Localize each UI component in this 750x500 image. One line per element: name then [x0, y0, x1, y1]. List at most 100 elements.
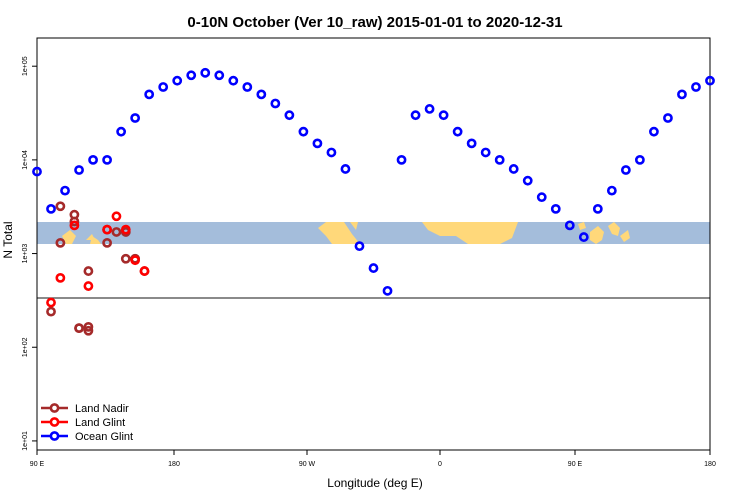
ocean-glint-point-15: [228, 75, 239, 86]
ocean-glint-point-31: [452, 126, 463, 137]
ocean-glint-point-11: [172, 75, 183, 86]
ocean-glint-point-12: [186, 70, 197, 81]
ocean-glint-point-25: [368, 263, 379, 273]
x-axis-label: Longitude (deg E): [327, 476, 422, 490]
y-tick-label-4: 1e+04: [22, 150, 29, 170]
land-shape-10: [578, 222, 586, 230]
ocean-glint-point-34: [494, 154, 505, 165]
ocean-glint-point-24: [354, 241, 365, 252]
ocean-glint-point-38: [550, 203, 561, 214]
land-nadir-point-3: [83, 266, 94, 276]
land-glint-point-6: [111, 211, 122, 222]
land-shape-8: [608, 222, 620, 236]
ocean-glint-point-37: [536, 192, 547, 203]
y-tick-label-3: 1e+03: [22, 244, 29, 264]
ocean-glint-point-6: [102, 154, 113, 165]
ocean-glint-point-47: [677, 89, 687, 100]
x-tick-label-1: 90 E: [30, 461, 45, 468]
ocean-glint-point-8: [130, 113, 141, 123]
ocean-glint-point-4: [74, 165, 84, 175]
land-nadir-point-2: [55, 237, 66, 248]
land-shape-4: [318, 222, 360, 244]
ocean-glint-point-2: [46, 203, 56, 214]
legend-label-ocean-glint: Ocean Glint: [75, 431, 133, 443]
land-nadir-point-11: [83, 321, 94, 332]
ocean-glint-point-3: [60, 185, 70, 196]
plot-frame: [36, 37, 711, 451]
ocean-glint-point-46: [663, 113, 673, 123]
land-nadir-point-1: [46, 306, 56, 317]
ocean-glint-point-21: [312, 138, 323, 149]
land-nadir-point-13: [83, 325, 94, 336]
ocean-glint-point-9: [144, 89, 155, 100]
ocean-glint-point-10: [158, 82, 169, 92]
land-nadir-point-6: [69, 209, 80, 220]
land-glint-point-4: [69, 220, 80, 231]
ocean-glint-point-17: [256, 89, 267, 100]
x-tick-label-2: 180: [168, 461, 180, 468]
ocean-glint-point-26: [382, 285, 393, 296]
ocean-glint-point-35: [508, 164, 519, 174]
land-shape-6: [422, 222, 518, 244]
chart-plot-area: 90 E 180 90 W 0 90 E 180 1e+01 1e+02 1e+03 1e+04 1…: [22, 37, 716, 468]
ocean-glint-point-32: [466, 138, 477, 149]
ocean-glint-point-29: [424, 104, 435, 114]
land-nadir-point-12: [74, 323, 84, 334]
y-tick-label-2: 1e+02: [22, 337, 29, 357]
legend-label-land-glint: Land Glint: [75, 417, 125, 429]
legend-marker-land-nadir: [49, 403, 60, 413]
ocean-glint-point-28: [410, 110, 421, 121]
x-tick-label-5: 90 E: [568, 461, 583, 468]
land-nadir-point-5: [55, 201, 66, 212]
ocean-glint-point-16: [242, 82, 253, 92]
y-axis-label: N Total: [1, 221, 15, 258]
ocean-glint-point-5: [88, 154, 98, 165]
x-tick-label-4: 0: [438, 461, 442, 468]
ocean-glint-point-41: [592, 203, 603, 214]
ocean-glint-point-48: [691, 82, 701, 92]
ocean-glint-point-30: [438, 110, 449, 121]
land-glint-point-2: [83, 281, 94, 291]
ocean-glint-point-13: [200, 67, 211, 78]
land-nadir-point-14: [102, 237, 113, 248]
ocean-glint-point-7: [116, 126, 127, 137]
legend-label-land-nadir: Land Nadir: [75, 403, 129, 415]
legend-marker-land-glint: [49, 417, 60, 427]
ocean-glint-point-22: [326, 147, 337, 158]
ocean-glint-point-43: [620, 165, 631, 175]
land-shape-3: [86, 234, 95, 240]
x-tick-label-6: 180: [704, 461, 716, 468]
ocean-glint-point-40: [578, 232, 589, 242]
land-shape-7: [590, 226, 604, 244]
chart-title: 0-10N October (Ver 10_raw) 2015-01-01 to…: [187, 14, 562, 31]
land-nadir-point-8: [111, 227, 122, 237]
ocean-glint-point-42: [606, 185, 617, 196]
y-tick-label-5: 1e+05: [22, 56, 29, 76]
land-glint-point-9: [139, 266, 150, 276]
land-glint-point-3: [55, 272, 66, 283]
x-tick-label-3: 90 W: [299, 461, 316, 468]
ocean-glint-point-36: [522, 175, 533, 186]
ocean-glint-point-49: [705, 75, 715, 86]
land-nadir-point-9: [120, 253, 131, 264]
land-glint-point-8: [130, 255, 141, 266]
land-shape-9: [620, 230, 630, 242]
land-shape-2: [62, 230, 76, 244]
ocean-glint-point-18: [270, 98, 281, 109]
land-glint-point-1: [46, 297, 56, 308]
y-tick-label-1: 1e+01: [22, 431, 29, 451]
ocean-glint-point-23: [340, 164, 351, 174]
ocean-glint-point-20: [298, 126, 309, 137]
ocean-glint-point-19: [284, 110, 295, 121]
land-band: [37, 222, 710, 244]
ocean-glint-point-1: [32, 166, 42, 177]
ocean-glint-point-33: [480, 147, 491, 158]
ocean-glint-point-44: [634, 154, 645, 165]
land-shape-5: [350, 222, 358, 230]
ocean-glint-point-45: [649, 126, 659, 137]
land-glint-point-5: [102, 224, 113, 235]
legend-marker-ocean-glint: [49, 431, 60, 441]
land-glint-point-7: [120, 224, 131, 235]
ocean-glint-point-14: [214, 70, 225, 81]
ocean-glint-point-39: [564, 220, 575, 231]
